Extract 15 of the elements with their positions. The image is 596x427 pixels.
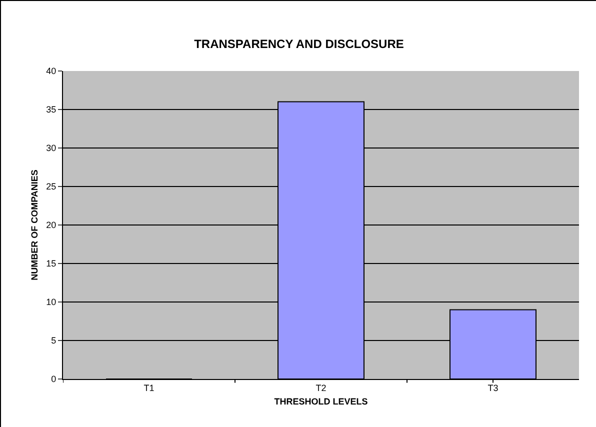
y-tick-label: 20 xyxy=(46,220,56,230)
y-tick-label: 0 xyxy=(51,374,56,384)
x-tick-label: T2 xyxy=(316,382,326,393)
y-tick-label: 40 xyxy=(46,66,56,76)
y-tick-label: 25 xyxy=(46,182,56,192)
x-tick-label: T3 xyxy=(488,382,498,393)
y-tick-label: 10 xyxy=(46,297,56,308)
x-tick-label: T1 xyxy=(144,382,154,393)
y-axis-title: NUMBER OF COMPANIES xyxy=(30,170,40,280)
x-axis-title: THRESHOLD LEVELS xyxy=(274,396,368,407)
y-tick-label: 35 xyxy=(46,104,56,115)
y-tick-label: 5 xyxy=(51,336,56,346)
y-tick-label: 15 xyxy=(46,258,56,269)
chart-title: TRANSPARENCY AND DISCLOSURE xyxy=(194,36,404,51)
y-tick-label: 30 xyxy=(46,143,56,154)
